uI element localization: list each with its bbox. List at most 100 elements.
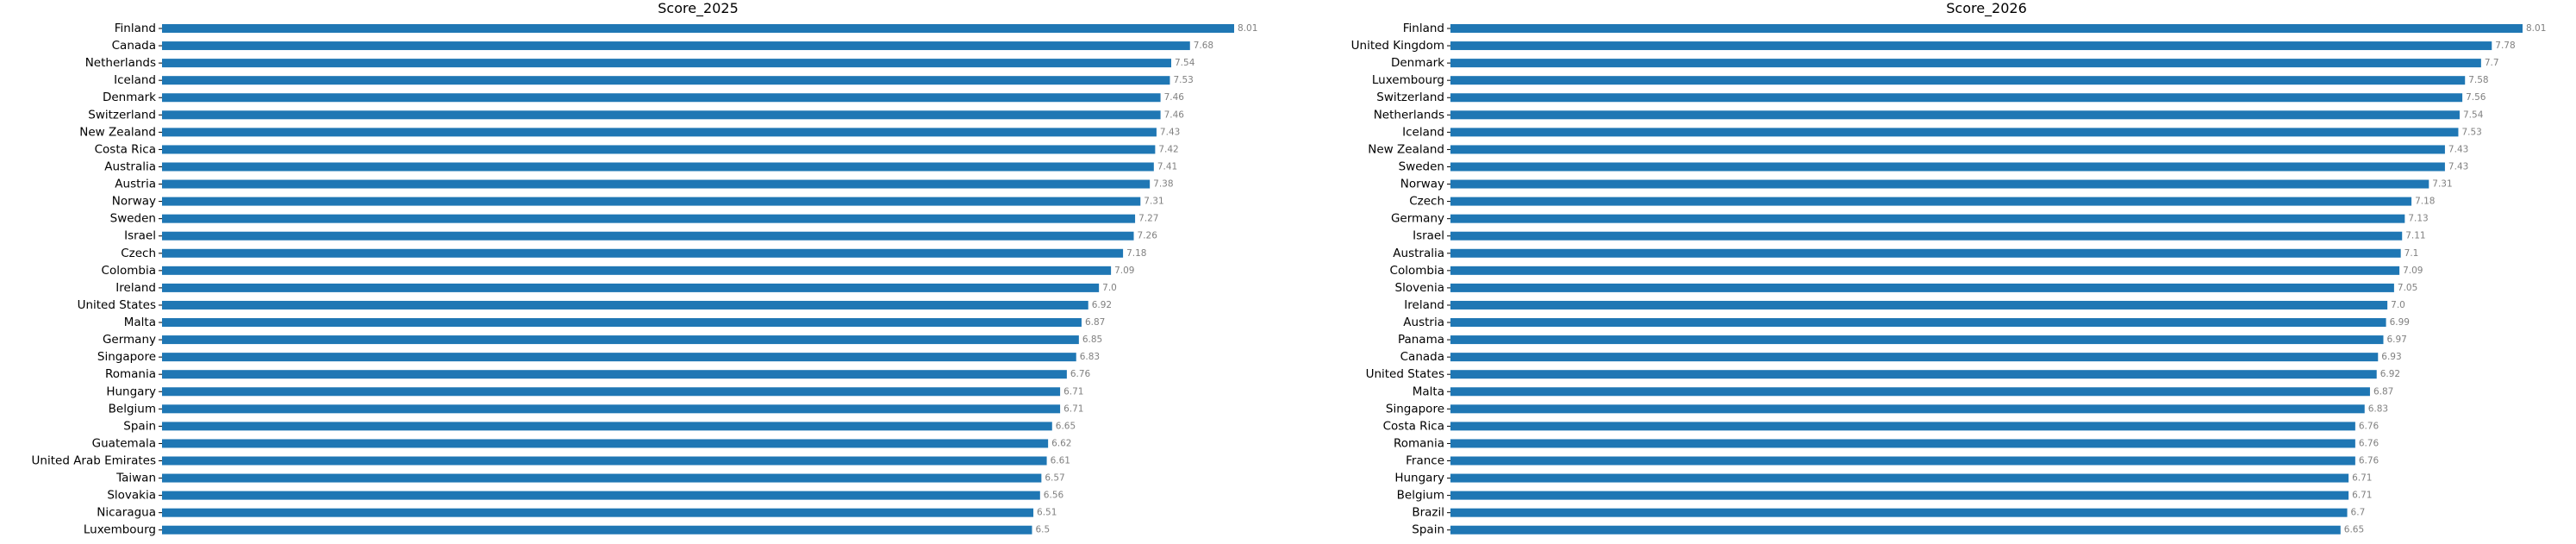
data-label: 7.43 — [2448, 161, 2468, 172]
bar — [1450, 266, 2400, 275]
data-label: 6.92 — [2380, 369, 2400, 379]
tick-label: United States — [78, 298, 156, 312]
bar — [162, 145, 1156, 154]
tick-label: Denmark — [103, 91, 156, 104]
data-label: 6.85 — [1082, 335, 1102, 345]
chart-panel-1: Score_2025 Finland 8.01 Canada 7.68 Netherlan… — [32, 0, 1258, 537]
tick-label: Netherlands — [1374, 108, 1444, 122]
data-label: 6.51 — [1037, 508, 1057, 518]
data-label: 7.27 — [1138, 214, 1158, 224]
data-label: 7.43 — [1160, 127, 1180, 137]
data-label: 7.31 — [2432, 179, 2452, 190]
bar — [162, 59, 1172, 68]
tick-label: Czech — [1409, 195, 1444, 209]
data-label: 7.0 — [1102, 283, 1117, 293]
bar — [1450, 318, 2386, 328]
tick-label: Malta — [124, 316, 156, 329]
bar — [162, 370, 1067, 379]
bar — [1450, 387, 2370, 397]
tick-label: Slovenia — [1395, 281, 1444, 295]
bar — [1450, 93, 2463, 103]
data-label: 6.71 — [1063, 403, 1083, 414]
bar — [162, 387, 1061, 397]
tick-label: Sweden — [1399, 159, 1444, 173]
data-label: 6.83 — [1080, 352, 1100, 362]
tick-label: Switzerland — [88, 108, 156, 122]
tick-label: Panama — [1398, 333, 1444, 347]
tick-label: Ireland — [115, 281, 156, 295]
bar — [1450, 508, 2348, 517]
data-label: 6.92 — [1092, 300, 1112, 310]
tick-label: Czech — [121, 247, 156, 260]
tick-label: Israel — [1413, 229, 1444, 243]
data-label: 7.18 — [2415, 197, 2435, 207]
bar — [162, 93, 1161, 103]
tick-label: Iceland — [1402, 125, 1444, 139]
bar — [162, 231, 1134, 241]
data-label: 7.46 — [1164, 109, 1185, 120]
tick-label: Finland — [115, 22, 156, 35]
tick-label: Romania — [1394, 436, 1444, 450]
bar — [1450, 24, 2523, 33]
tick-label: Colombia — [1390, 264, 1444, 278]
bar — [1450, 525, 2341, 535]
tick-label: Guatemala — [92, 436, 156, 450]
data-label: 6.83 — [2368, 403, 2388, 414]
tick-label: Hungary — [1394, 472, 1444, 485]
data-label: 7.58 — [2468, 75, 2488, 85]
bar — [1450, 128, 2459, 137]
tick-label: Slovakia — [107, 489, 156, 503]
data-label: 6.87 — [1085, 317, 1105, 328]
bar — [162, 491, 1040, 500]
tick-label: Malta — [1413, 385, 1444, 398]
bar — [162, 162, 1154, 172]
bar — [162, 456, 1047, 466]
data-label: 7.09 — [2403, 266, 2423, 276]
tick-label: Ireland — [1404, 298, 1444, 312]
bar — [1450, 300, 2388, 310]
tick-label: Sweden — [110, 212, 156, 226]
data-label: 7.38 — [1153, 179, 1173, 190]
bar — [1450, 248, 2401, 258]
bar — [1450, 110, 2461, 120]
data-label: 6.5 — [1035, 525, 1050, 535]
bar — [162, 422, 1052, 431]
bar — [1450, 335, 2384, 345]
bar — [162, 283, 1100, 292]
data-label: 7.1 — [2404, 248, 2419, 259]
tick-label: Singapore — [97, 350, 156, 364]
bar — [1450, 145, 2445, 154]
data-label: 7.78 — [2495, 41, 2515, 51]
bar — [162, 266, 1112, 275]
data-label: 7.42 — [1158, 144, 1178, 154]
data-label: 7.41 — [1157, 161, 1177, 172]
bar — [162, 473, 1042, 483]
tick-label: Austria — [115, 178, 156, 191]
bar — [1450, 370, 2377, 379]
data-label: 6.99 — [2390, 317, 2410, 328]
data-label: 7.46 — [1164, 92, 1185, 103]
tick-label: Denmark — [1391, 56, 1444, 70]
data-label: 6.71 — [2352, 491, 2372, 501]
chart-title: Score_2025 — [658, 0, 739, 17]
bar — [162, 179, 1151, 189]
tick-label: Nicaragua — [97, 506, 156, 520]
data-label: 6.87 — [2373, 386, 2393, 397]
data-label: 7.26 — [1138, 231, 1158, 241]
tick-label: Netherlands — [85, 56, 156, 70]
bar — [1450, 456, 2355, 466]
tick-label: New Zealand — [79, 125, 156, 139]
data-label: 6.71 — [1063, 386, 1083, 397]
bar — [1450, 231, 2403, 241]
bar — [162, 353, 1076, 362]
bar — [1450, 179, 2429, 189]
data-label: 7.11 — [2405, 231, 2425, 241]
tick-label: Romania — [105, 367, 156, 381]
bar — [1450, 162, 2445, 172]
data-label: 7.53 — [2461, 127, 2481, 137]
tick-label: Finland — [1403, 22, 1444, 35]
tick-label: Israel — [124, 229, 156, 243]
bar — [1450, 353, 2379, 362]
